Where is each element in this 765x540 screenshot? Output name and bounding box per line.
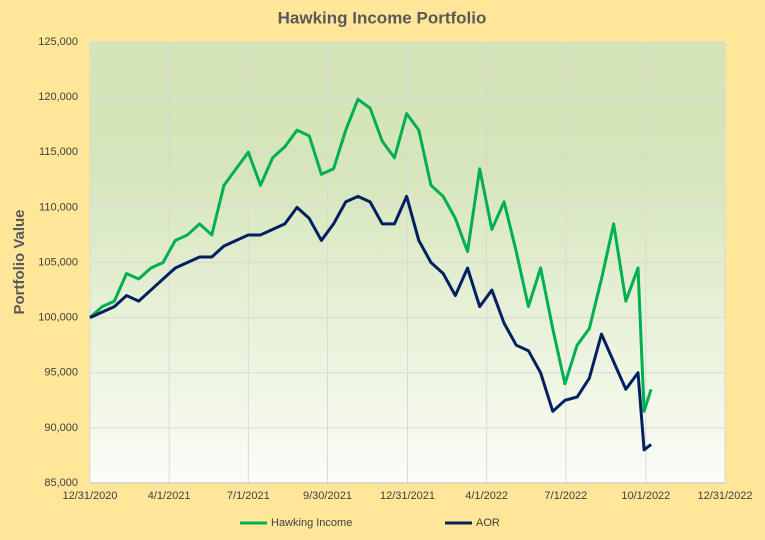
x-tick-label: 4/1/2021 (148, 490, 191, 502)
x-tick-label: 7/1/2022 (544, 490, 587, 502)
chart-title: Hawking Income Portfolio (278, 8, 487, 27)
y-tick-label: 85,000 (44, 477, 78, 489)
y-tick-label: 105,000 (38, 256, 78, 268)
x-tick-label: 4/1/2022 (465, 490, 508, 502)
y-tick-label: 115,000 (39, 146, 78, 158)
series-line (88, 97, 653, 413)
x-tick-label: 10/1/2022 (621, 490, 670, 502)
x-tick-label: 7/1/2021 (227, 490, 270, 502)
y-tick-label: 110,000 (39, 201, 78, 213)
x-tick-label: 12/31/2021 (380, 490, 435, 502)
y-tick-label: 100,000 (38, 312, 78, 324)
y-tick-label: 90,000 (44, 422, 78, 434)
legend-label: Hawking Income (271, 517, 352, 529)
series-line (89, 194, 652, 452)
legend-label: AOR (476, 517, 500, 529)
x-tick-label: 12/31/2022 (697, 490, 752, 502)
y-tick-label: 95,000 (44, 367, 78, 379)
y-tick-label: 125,000 (38, 36, 78, 48)
x-tick-label: 12/31/2020 (62, 490, 117, 502)
y-tick-label: 120,000 (38, 91, 78, 103)
x-tick-label: 9/30/2021 (303, 490, 352, 502)
y-axis-label: Portfolio Value (11, 209, 28, 314)
